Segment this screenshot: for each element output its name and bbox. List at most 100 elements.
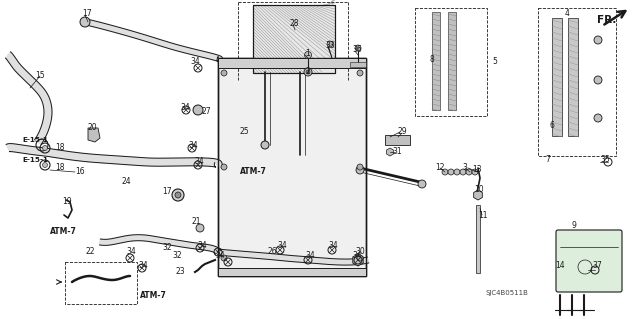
Text: 36: 36	[352, 46, 362, 55]
Circle shape	[472, 169, 478, 175]
Text: 28: 28	[290, 19, 300, 28]
Polygon shape	[88, 128, 100, 142]
Text: 17: 17	[162, 188, 172, 197]
Text: ATM-7: ATM-7	[240, 167, 267, 176]
Text: 17: 17	[82, 10, 92, 19]
Text: 34: 34	[277, 241, 287, 249]
Circle shape	[172, 189, 184, 201]
Text: 3: 3	[462, 164, 467, 173]
Text: 32: 32	[162, 243, 172, 253]
Bar	[385, 135, 410, 145]
Circle shape	[460, 169, 466, 175]
Text: 2: 2	[305, 68, 310, 77]
Circle shape	[193, 105, 203, 115]
Text: E-15-1: E-15-1	[22, 137, 48, 143]
Text: ATM-7: ATM-7	[50, 227, 77, 236]
Text: 37: 37	[592, 261, 602, 270]
FancyBboxPatch shape	[556, 230, 622, 292]
Bar	[552, 18, 562, 136]
Text: 9: 9	[572, 220, 577, 229]
Text: 19: 19	[62, 197, 72, 206]
Circle shape	[42, 162, 47, 167]
Bar	[218, 58, 366, 276]
Text: 6: 6	[550, 121, 555, 130]
Circle shape	[454, 169, 460, 175]
Text: 16: 16	[75, 167, 84, 176]
Text: ATM-7: ATM-7	[140, 291, 167, 300]
Text: 34: 34	[194, 158, 204, 167]
Bar	[432, 12, 440, 110]
Circle shape	[196, 224, 204, 232]
Circle shape	[355, 45, 361, 51]
Text: 7: 7	[545, 155, 550, 165]
Bar	[538, 8, 616, 156]
Text: 23: 23	[175, 268, 184, 277]
Text: 34: 34	[197, 241, 207, 249]
Circle shape	[466, 169, 472, 175]
Circle shape	[442, 169, 448, 175]
Text: 34: 34	[126, 248, 136, 256]
Circle shape	[304, 68, 312, 76]
Text: 32: 32	[172, 250, 182, 259]
Circle shape	[327, 41, 333, 47]
Circle shape	[306, 70, 310, 74]
Polygon shape	[100, 235, 221, 253]
Text: 22: 22	[85, 248, 95, 256]
Polygon shape	[6, 144, 222, 167]
Bar	[218, 58, 366, 68]
Text: 13: 13	[472, 166, 482, 174]
Text: 34: 34	[328, 241, 338, 249]
Bar	[568, 18, 578, 136]
Text: 35: 35	[600, 155, 610, 165]
Text: 26: 26	[268, 248, 278, 256]
Text: 20: 20	[88, 123, 98, 132]
Circle shape	[357, 255, 363, 261]
Circle shape	[594, 76, 602, 84]
Circle shape	[42, 145, 47, 151]
Text: 34: 34	[190, 57, 200, 66]
Text: 24: 24	[122, 177, 132, 187]
Text: 5: 5	[492, 57, 497, 66]
Circle shape	[594, 114, 602, 122]
Text: 11: 11	[478, 211, 488, 219]
Circle shape	[356, 166, 364, 174]
Text: 18: 18	[55, 164, 65, 173]
Text: E-15-1: E-15-1	[22, 157, 48, 163]
Text: 34: 34	[188, 140, 198, 150]
Text: 34: 34	[215, 250, 225, 259]
Bar	[448, 12, 456, 110]
Circle shape	[305, 51, 312, 58]
Circle shape	[175, 192, 181, 198]
Text: 29: 29	[398, 128, 408, 137]
Text: 10: 10	[474, 186, 484, 195]
Text: 12: 12	[435, 164, 445, 173]
Circle shape	[357, 70, 363, 76]
Circle shape	[221, 70, 227, 76]
Text: 4: 4	[565, 10, 570, 19]
Polygon shape	[6, 52, 52, 144]
Text: 15: 15	[35, 71, 45, 80]
Text: 1: 1	[305, 49, 310, 58]
Bar	[253, 5, 335, 73]
Bar	[218, 268, 366, 276]
Circle shape	[448, 169, 454, 175]
Circle shape	[80, 17, 90, 27]
Bar	[476, 205, 480, 273]
Text: 34: 34	[305, 250, 315, 259]
Text: 27: 27	[202, 108, 212, 116]
Text: 14: 14	[555, 261, 564, 270]
Text: 18: 18	[55, 144, 65, 152]
Text: 33: 33	[325, 41, 335, 50]
Polygon shape	[218, 249, 369, 265]
Text: SJC4B0511B: SJC4B0511B	[486, 290, 529, 296]
Bar	[218, 58, 366, 276]
Text: 34: 34	[138, 261, 148, 270]
Text: 21: 21	[192, 218, 202, 226]
Circle shape	[418, 180, 426, 188]
Bar	[350, 62, 366, 67]
Text: 8: 8	[430, 56, 435, 64]
Bar	[415, 8, 487, 116]
Text: 34: 34	[352, 250, 362, 259]
Bar	[253, 5, 335, 73]
Circle shape	[221, 255, 227, 261]
